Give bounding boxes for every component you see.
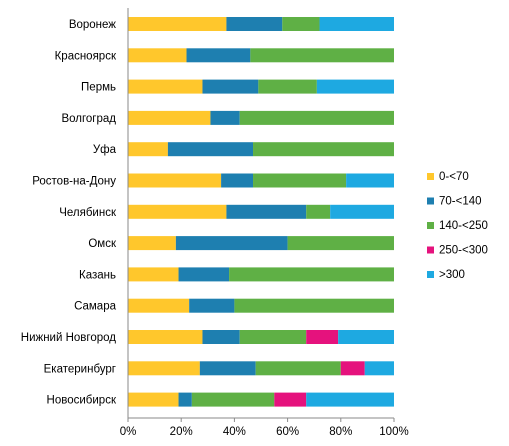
bar-segment-140-250-красноярск (250, 48, 394, 63)
legend-swatch-250-300 (427, 246, 434, 254)
category-label: Нижний Новгород (21, 332, 117, 344)
bar-segment-0-70-челябинск (128, 204, 227, 219)
bar-segment-0-70-красноярск (128, 48, 187, 63)
category-label: Челябинск (59, 207, 117, 219)
x-tick-label: 60% (276, 426, 299, 438)
x-tick-label: 0% (120, 426, 137, 438)
bar-segment-300-екатеринбург (364, 361, 394, 376)
bar-segment-140-250-самара (234, 298, 394, 313)
category-label: Уфа (93, 144, 117, 156)
bar-segment-140-250-ростов-на-дону (253, 173, 347, 188)
category-label: Омск (88, 238, 117, 250)
legend-swatch-0-70 (427, 173, 434, 180)
bar-segment-140-250-уфа (253, 142, 394, 157)
bar-segment-140-250-новосибирск (191, 392, 275, 407)
bar-segment-70-140-воронеж (226, 17, 283, 31)
legend-swatch-70-140 (427, 197, 434, 205)
bars-layer (128, 17, 394, 407)
bar-segment-70-140-казань (178, 267, 230, 282)
legend-swatch-300 (427, 271, 434, 278)
x-tick-label: 100% (379, 426, 408, 438)
bar-segment-0-70-волгоград (128, 110, 211, 125)
bar-segment-140-250-нижний-новгород (239, 330, 307, 344)
bar-segment-140-250-омск (287, 236, 394, 251)
bar-segment-140-250-волгоград (239, 110, 394, 125)
x-tick-label: 20% (170, 426, 193, 438)
bar-segment-300-челябинск (330, 204, 394, 219)
x-tick-label: 80% (329, 426, 352, 438)
bar-segment-70-140-волгоград (210, 110, 240, 125)
bar-segment-0-70-самара (128, 298, 190, 313)
bar-segment-0-70-ростов-на-дону (128, 173, 222, 188)
legend-label-300: >300 (439, 269, 465, 281)
category-label: Новосибирск (47, 395, 117, 407)
legend-label-250-300: 250-<300 (439, 245, 488, 257)
bar-segment-250-300-нижний-новгород (306, 330, 339, 344)
bar-segment-300-нижний-новгород (338, 330, 394, 344)
bar-segment-140-250-воронеж (282, 17, 320, 31)
bar-segment-0-70-казань (128, 267, 179, 282)
bar-segment-250-300-екатеринбург (340, 361, 365, 376)
category-label: Самара (74, 301, 117, 313)
bar-segment-300-пермь (316, 79, 394, 94)
bar-segment-70-140-уфа (167, 142, 254, 157)
bar-segment-0-70-уфа (128, 142, 168, 157)
bar-segment-140-250-екатеринбург (255, 361, 341, 376)
category-label: Екатеринбург (44, 363, 116, 375)
category-label: Казань (79, 269, 116, 281)
bar-segment-0-70-екатеринбург (128, 361, 200, 376)
x-axis: 0% 20% 40% 60% 80% 100% (120, 8, 409, 438)
bar-segment-0-70-воронеж (128, 17, 227, 31)
bar-segment-140-250-пермь (258, 79, 317, 94)
bar-segment-70-140-омск (175, 236, 288, 251)
bar-segment-0-70-нижний-новгород (128, 330, 203, 344)
category-labels: Воронеж Красноярск Пермь Волгоград Уфа Ростов… (21, 19, 117, 407)
bar-segment-70-140-самара (189, 298, 235, 313)
category-label: Воронеж (69, 19, 116, 31)
x-tick-label: 40% (223, 426, 246, 438)
bar-segment-70-140-ростов-на-дону (221, 173, 254, 188)
category-label: Волгоград (61, 113, 116, 125)
bar-segment-250-300-новосибирск (274, 392, 307, 407)
bar-segment-300-ростов-на-дону (346, 173, 394, 188)
bar-segment-70-140-екатеринбург (199, 361, 256, 376)
bar-segment-70-140-красноярск (186, 48, 251, 63)
legend-label-0-70: 0-<70 (439, 171, 469, 183)
bar-segment-0-70-новосибирск (128, 392, 179, 407)
bar-segment-300-воронеж (319, 17, 394, 31)
bar-segment-300-новосибирск (306, 392, 394, 407)
category-label: Красноярск (55, 50, 117, 62)
bar-segment-70-140-пермь (202, 79, 259, 94)
category-label: Пермь (81, 82, 116, 94)
category-label: Ростов-на-Дону (32, 176, 116, 188)
legend-label-140-250: 140-<250 (439, 220, 488, 232)
bar-segment-140-250-челябинск (306, 204, 331, 219)
bar-segment-0-70-пермь (128, 79, 203, 94)
bar-segment-0-70-омск (128, 236, 176, 251)
bar-segment-70-140-новосибирск (178, 392, 192, 407)
bar-segment-140-250-казань (229, 267, 394, 282)
legend: 0-<70 70-<140 140-<250 250-<300 >300 (427, 171, 488, 281)
bar-segment-70-140-нижний-новгород (202, 330, 240, 344)
legend-label-70-140: 70-<140 (439, 196, 482, 208)
bar-segment-70-140-челябинск (226, 204, 307, 219)
legend-swatch-140-250 (427, 222, 434, 229)
